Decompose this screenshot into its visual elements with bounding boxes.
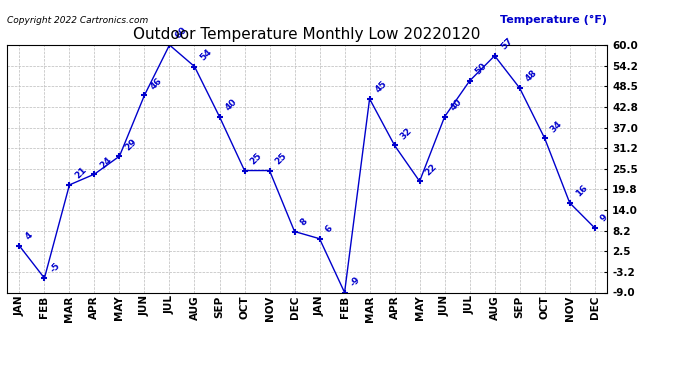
Text: 50: 50 <box>474 62 489 77</box>
Text: Copyright 2022 Cartronics.com: Copyright 2022 Cartronics.com <box>7 16 148 25</box>
Text: 34: 34 <box>549 119 564 134</box>
Text: 24: 24 <box>99 154 114 170</box>
Text: 29: 29 <box>124 137 139 152</box>
Text: 4: 4 <box>23 231 34 242</box>
Text: 25: 25 <box>274 151 289 166</box>
Text: 9: 9 <box>599 213 610 224</box>
Text: -5: -5 <box>48 261 62 274</box>
Text: 45: 45 <box>374 80 389 94</box>
Text: -9: -9 <box>348 275 362 288</box>
Text: 54: 54 <box>199 47 214 62</box>
Text: 40: 40 <box>224 98 239 112</box>
Text: 40: 40 <box>448 98 464 112</box>
Text: 25: 25 <box>248 151 264 166</box>
Text: 8: 8 <box>299 217 310 227</box>
Text: 60: 60 <box>174 26 189 41</box>
Text: 6: 6 <box>324 224 335 234</box>
Text: 16: 16 <box>574 183 589 199</box>
Text: Temperature (°F): Temperature (°F) <box>500 15 607 25</box>
Text: 46: 46 <box>148 76 164 91</box>
Text: 21: 21 <box>74 165 89 181</box>
Text: 32: 32 <box>399 126 414 141</box>
Title: Outdoor Temperature Monthly Low 20220120: Outdoor Temperature Monthly Low 20220120 <box>133 27 481 42</box>
Text: 22: 22 <box>424 162 439 177</box>
Text: 48: 48 <box>524 69 539 84</box>
Text: 57: 57 <box>499 36 514 52</box>
